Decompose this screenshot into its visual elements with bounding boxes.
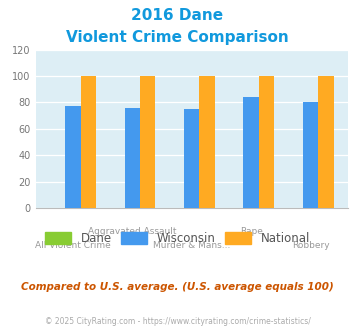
Bar [200,76,215,208]
Text: Compared to U.S. average. (U.S. average equals 100): Compared to U.S. average. (U.S. average … [21,282,334,292]
Text: Robbery: Robbery [292,241,329,250]
Bar [244,97,259,208]
Text: © 2025 CityRating.com - https://www.cityrating.com/crime-statistics/: © 2025 CityRating.com - https://www.city… [45,317,310,326]
Legend: Dane, Wisconsin, National: Dane, Wisconsin, National [40,227,315,249]
Bar [65,106,81,208]
Bar [184,109,200,208]
Text: Murder & Mans...: Murder & Mans... [153,241,230,250]
Text: Aggravated Assault: Aggravated Assault [88,227,176,236]
Bar [81,76,96,208]
Bar [303,102,318,208]
Bar [140,76,155,208]
Text: Violent Crime Comparison: Violent Crime Comparison [66,30,289,45]
Bar [318,76,334,208]
Text: All Violent Crime: All Violent Crime [35,241,111,250]
Text: Rape: Rape [240,227,263,236]
Bar [125,108,140,208]
Bar [259,76,274,208]
Text: 2016 Dane: 2016 Dane [131,8,224,23]
